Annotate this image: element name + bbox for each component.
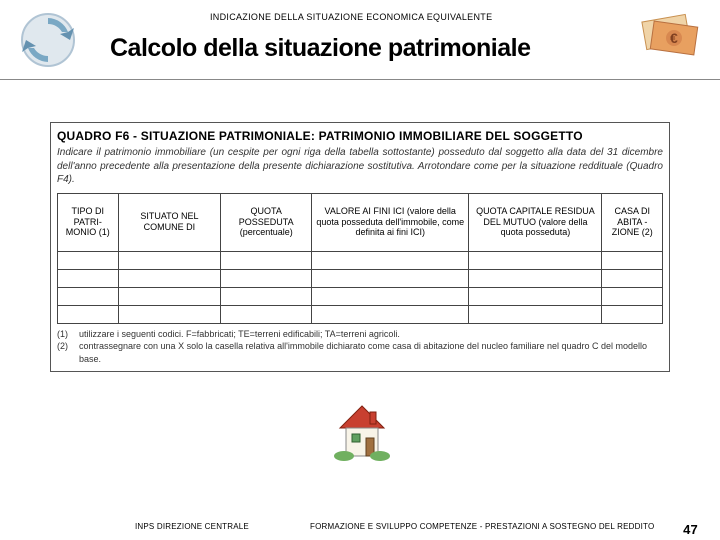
table-cell: [469, 305, 602, 323]
footer-org: INPS DIREZIONE CENTRALE: [135, 522, 249, 531]
table-column-header: QUOTA CAPITALE RESIDUA DEL MUTUO (valore…: [469, 193, 602, 251]
patrimonio-table: TIPO DI PATRI-MONIO (1)SITUATO NEL COMUN…: [57, 193, 663, 324]
note-line: (1)utilizzare i seguenti codici. F=fabbr…: [57, 328, 663, 341]
table-cell: [221, 305, 312, 323]
table-column-header: QUOTA POSSEDUTA (percentuale): [221, 193, 312, 251]
table-cell: [312, 287, 469, 305]
table-cell: [602, 305, 663, 323]
note-number: (1): [57, 328, 79, 341]
table-column-header: CASA DI ABITA - ZIONE (2): [602, 193, 663, 251]
table-cell: [58, 305, 119, 323]
table-column-header: SITUATO NEL COMUNE DI: [118, 193, 221, 251]
header-subtitle: INDICAZIONE DELLA SITUAZIONE ECONOMICA E…: [210, 12, 492, 22]
table-cell: [602, 269, 663, 287]
house-icon: [330, 400, 395, 465]
table-cell: [118, 287, 221, 305]
table-column-header: TIPO DI PATRI-MONIO (1): [58, 193, 119, 251]
quadro-description: Indicare il patrimonio immobiliare (un c…: [57, 146, 663, 187]
table-cell: [58, 269, 119, 287]
table-cell: [221, 251, 312, 269]
table-cell: [602, 251, 663, 269]
note-text: contrassegnare con una X solo la casella…: [79, 340, 663, 365]
euro-banknotes-icon: €: [640, 8, 702, 63]
table-cell: [312, 251, 469, 269]
table-cell: [312, 269, 469, 287]
table-row: [58, 287, 663, 305]
quadro-f6-box: QUADRO F6 - SITUAZIONE PATRIMONIALE: PAT…: [50, 122, 670, 372]
recycle-arrows-icon: [18, 10, 78, 70]
table-row: [58, 251, 663, 269]
table-cell: [469, 269, 602, 287]
table-cell: [58, 287, 119, 305]
table-cell: [469, 287, 602, 305]
table-cell: [312, 305, 469, 323]
page-title: Calcolo della situazione patrimoniale: [110, 34, 531, 63]
quadro-title: QUADRO F6 - SITUAZIONE PATRIMONIALE: PAT…: [57, 129, 663, 143]
table-cell: [118, 251, 221, 269]
note-text: utilizzare i seguenti codici. F=fabbrica…: [79, 328, 400, 341]
table-notes: (1)utilizzare i seguenti codici. F=fabbr…: [57, 328, 663, 366]
table-column-header: VALORE AI FINI ICI (valore della quota p…: [312, 193, 469, 251]
page-number: 47: [683, 522, 698, 537]
table-cell: [118, 269, 221, 287]
table-header-row: TIPO DI PATRI-MONIO (1)SITUATO NEL COMUN…: [58, 193, 663, 251]
table-cell: [58, 251, 119, 269]
svg-text:€: €: [670, 30, 678, 46]
note-line: (2)contrassegnare con una X solo la case…: [57, 340, 663, 365]
table-cell: [469, 251, 602, 269]
footer-dept: FORMAZIONE E SVILUPPO COMPETENZE - PREST…: [310, 522, 654, 531]
table-cell: [221, 287, 312, 305]
table-row: [58, 305, 663, 323]
table-cell: [118, 305, 221, 323]
table-cell: [221, 269, 312, 287]
header: INDICAZIONE DELLA SITUAZIONE ECONOMICA E…: [0, 0, 720, 80]
table-cell: [602, 287, 663, 305]
note-number: (2): [57, 340, 79, 365]
table-row: [58, 269, 663, 287]
